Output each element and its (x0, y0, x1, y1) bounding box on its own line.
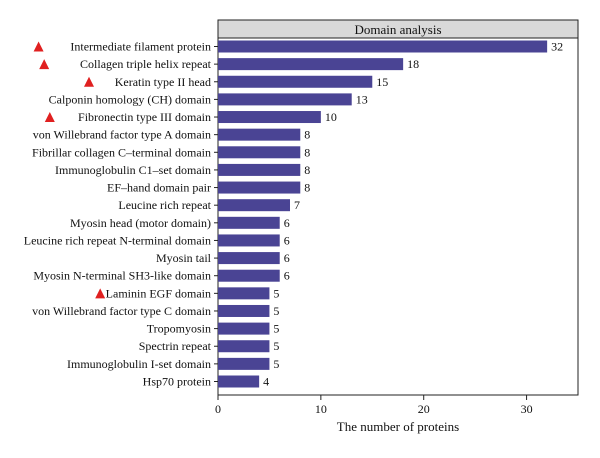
bar (218, 199, 290, 212)
bar (218, 375, 260, 388)
category-label: von Willebrand factor type A domain (33, 128, 211, 142)
category-label: EF–hand domain pair (107, 181, 211, 195)
value-label: 6 (284, 233, 290, 247)
x-tick-label: 20 (418, 402, 430, 416)
highlight-marker-icon (44, 112, 55, 123)
bar (218, 252, 280, 265)
category-label: Keratin type II head (115, 75, 211, 89)
bar (218, 357, 270, 370)
bar (218, 234, 280, 247)
plot-frame (217, 37, 579, 396)
value-label: 8 (304, 163, 310, 177)
bar (218, 216, 280, 229)
value-label: 6 (284, 216, 290, 230)
value-label: 13 (356, 92, 368, 106)
value-label: 10 (325, 110, 337, 124)
category-label: Myosin tail (156, 251, 212, 265)
category-label: Hsp70 protein (143, 375, 211, 389)
value-label: 5 (273, 357, 279, 371)
value-label: 6 (284, 269, 290, 283)
bar (218, 340, 270, 353)
value-label: 32 (551, 40, 563, 54)
x-axis-label: The number of proteins (337, 419, 459, 434)
bar (218, 128, 301, 141)
category-label: Myosin head (motor domain) (70, 216, 211, 230)
value-label: 18 (407, 57, 419, 71)
value-label: 5 (273, 304, 279, 318)
category-label: von Willebrand factor type C domain (32, 304, 211, 318)
bar (218, 40, 548, 53)
category-label: Leucine rich repeat N-terminal domain (24, 233, 211, 247)
value-label: 8 (304, 145, 310, 159)
value-label: 5 (273, 339, 279, 353)
highlight-marker-icon (95, 288, 106, 299)
category-label: Myosin N-terminal SH3-like domain (33, 269, 211, 283)
bar (218, 58, 404, 71)
highlight-marker-icon (39, 59, 50, 70)
value-label: 4 (263, 375, 269, 389)
chart-title: Domain analysis (354, 22, 441, 37)
bar (218, 75, 373, 88)
category-label: Laminin EGF domain (106, 286, 211, 300)
category-label: Spectrin repeat (139, 339, 212, 353)
x-tick-label: 10 (315, 402, 327, 416)
bar (218, 146, 301, 159)
value-label: 8 (304, 128, 310, 142)
category-label: Immunoglobulin I-set domain (67, 357, 211, 371)
bar (218, 111, 321, 124)
bar (218, 269, 280, 282)
bar (218, 322, 270, 335)
bar (218, 181, 301, 194)
category-label: Immunoglobulin C1–set domain (55, 163, 211, 177)
category-label: Collagen triple helix repeat (80, 57, 212, 71)
value-label: 15 (376, 75, 388, 89)
category-label: Intermediate filament protein (70, 40, 211, 54)
value-label: 6 (284, 251, 290, 265)
bar (218, 287, 270, 300)
category-label: Leucine rich repeat (118, 198, 211, 212)
x-tick-label: 30 (521, 402, 533, 416)
x-tick-label: 0 (215, 402, 221, 416)
highlight-marker-icon (84, 76, 94, 87)
category-label: Calponin homology (CH) domain (49, 92, 211, 106)
category-label: Fibronectin type III domain (78, 110, 211, 124)
highlight-marker-icon (33, 41, 44, 52)
category-label: Tropomyosin (147, 322, 211, 336)
value-label: 7 (294, 198, 300, 212)
value-label: 8 (304, 181, 310, 195)
bar (218, 163, 301, 176)
bars-layer: Intermediate filament protein 32 Collagen … (24, 40, 563, 389)
bar (218, 304, 270, 317)
category-label: Fibrillar collagen C–terminal domain (32, 145, 211, 159)
value-label: 5 (273, 322, 279, 336)
x-axis: 0 10 20 30 (215, 395, 533, 416)
value-label: 5 (273, 286, 279, 300)
bar (218, 93, 352, 106)
